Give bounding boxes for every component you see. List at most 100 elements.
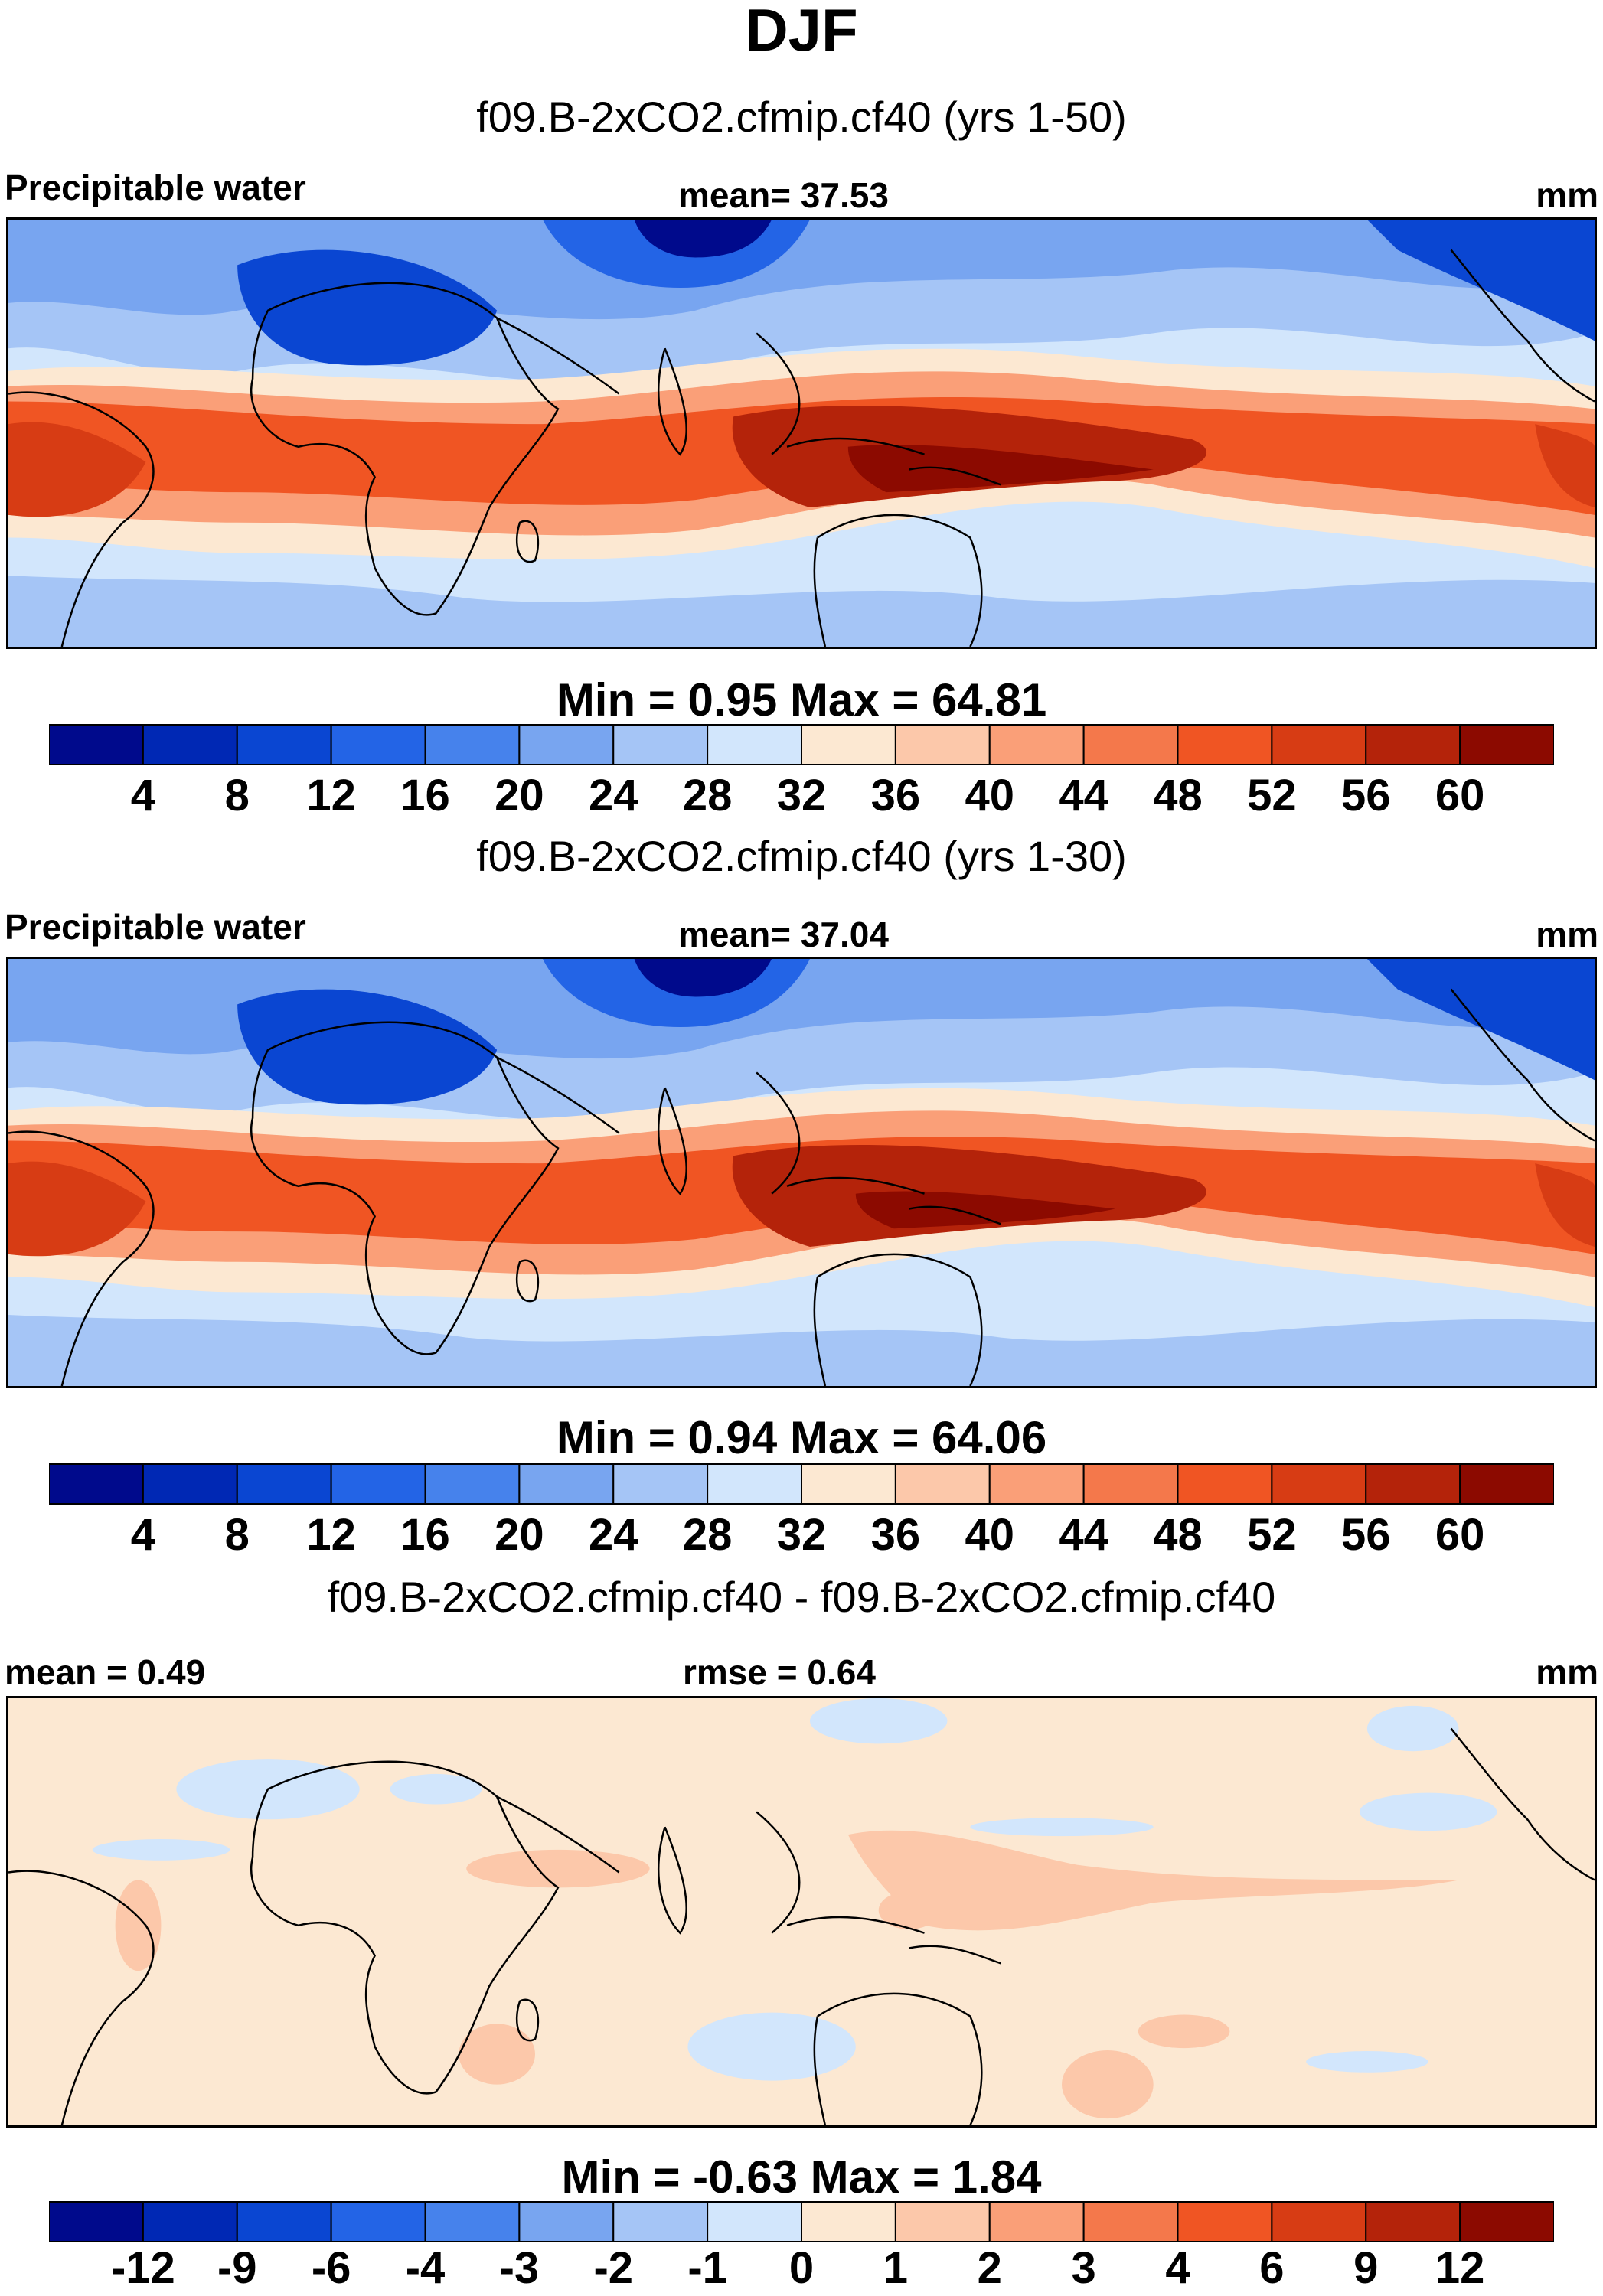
colorbar-box xyxy=(707,1463,803,1505)
colorbar-box xyxy=(707,724,803,765)
colorbar-tick-label: -9 xyxy=(217,2243,257,2293)
dry-core-namerica xyxy=(1366,959,1595,1081)
dry-band-south xyxy=(8,1315,1595,1386)
colorbar-tick-label: 60 xyxy=(1435,771,1485,820)
colorbar-tick-label: -3 xyxy=(499,2243,540,2293)
colorbar-tick-label: 3 xyxy=(1071,2243,1096,2293)
dry-core-asia-inner xyxy=(634,959,772,997)
namerica-coast xyxy=(1450,249,1595,403)
colorbar-tick-label: 48 xyxy=(1153,771,1203,820)
colorbar-box xyxy=(330,724,426,765)
panel2-subtitle: f09.B-2xCO2.cfmip.cf40 (yrs 1-30) xyxy=(476,832,1127,880)
moist-max-pacific xyxy=(847,445,1154,493)
panel2-field-label: Precipitable water xyxy=(5,907,306,947)
panel2-colorbar xyxy=(49,1463,1554,1505)
moist-core-samerica xyxy=(8,422,146,517)
colorbar-tick-label: 4 xyxy=(130,1510,156,1560)
colorbar-box xyxy=(330,1463,426,1505)
colorbar-box xyxy=(518,724,615,765)
colorbar-tick-label: 28 xyxy=(682,771,733,820)
panel1-colorbar xyxy=(49,724,1554,765)
colorbar-box xyxy=(49,1463,144,1505)
panel3-map xyxy=(6,1696,1597,2128)
colorbar-tick-label: 6 xyxy=(1259,2243,1285,2293)
australia-coast xyxy=(813,1992,983,2125)
panel1-mean-label: mean= 37.53 xyxy=(678,175,889,215)
colorbar-box xyxy=(49,2201,144,2242)
arabia-coast xyxy=(496,1795,620,1874)
colorbar-tick-label: 60 xyxy=(1435,1510,1485,1560)
positive-anomaly-patches xyxy=(115,1830,1459,2119)
colorbar-tick-label: 44 xyxy=(1059,1510,1108,1560)
dry-core-asia-inner xyxy=(634,220,772,258)
colorbar-tick-label: 12 xyxy=(306,771,356,820)
colorbar-box xyxy=(1082,724,1179,765)
namerica-coast xyxy=(1450,1727,1595,1881)
india-coast xyxy=(658,1087,687,1195)
australia-coast xyxy=(813,514,983,647)
namerica-coast xyxy=(1450,988,1595,1142)
colorbar-box xyxy=(1082,1463,1179,1505)
panel3-rmse-label: rmse = 0.64 xyxy=(683,1652,876,1692)
coastlines xyxy=(8,1727,1595,2125)
colorbar-tick-label: 44 xyxy=(1059,771,1108,820)
panel1-colorbar-ticks: 4 8 12 16 20 24 28 32 36 40 44 48 52 56 60 xyxy=(49,770,1554,823)
colorbar-tick-label: 32 xyxy=(776,1510,827,1560)
arabia-coast xyxy=(496,1056,620,1134)
colorbar-tick-label: 20 xyxy=(495,1510,544,1560)
africa-coast xyxy=(250,1760,560,2095)
colorbar-box xyxy=(1177,2201,1273,2242)
dry-core-africa xyxy=(237,989,498,1105)
colorbar-box xyxy=(988,724,1085,765)
moist-max-pacific xyxy=(855,1191,1115,1229)
colorbar-box xyxy=(1459,724,1554,765)
colorbar-box xyxy=(142,1463,238,1505)
colorbar-tick-label: 0 xyxy=(788,2243,815,2293)
colorbar-tick-label: 2 xyxy=(977,2243,1002,2293)
colorbar-tick-label: 52 xyxy=(1247,771,1297,820)
colorbar-tick-label: 4 xyxy=(1165,2243,1190,2293)
colorbar-box xyxy=(1271,2201,1367,2242)
panel2-mean-label: mean= 37.04 xyxy=(678,915,889,954)
colorbar-box xyxy=(801,1463,896,1505)
colorbar-tick-label: 12 xyxy=(306,1510,356,1560)
colorbar-box xyxy=(801,724,896,765)
colorbar-box xyxy=(1365,2201,1461,2242)
colorbar-tick-label: 24 xyxy=(588,1510,638,1560)
colorbar-box xyxy=(1365,724,1461,765)
samerica-coast xyxy=(8,1130,155,1386)
colorbar-box xyxy=(612,1463,709,1505)
colorbar-tick-label: 52 xyxy=(1247,1510,1297,1560)
colorbar-box xyxy=(988,2201,1085,2242)
maritime-islands xyxy=(786,1916,1001,1965)
colorbar-tick-label: 9 xyxy=(1353,2243,1379,2293)
dry-band-south xyxy=(8,576,1595,647)
arabia-coast xyxy=(496,317,620,395)
colorbar-box xyxy=(894,1463,991,1505)
colorbar-box xyxy=(142,2201,238,2242)
panel1-map xyxy=(6,217,1597,649)
panel2-colorbar-ticks: 4 8 12 16 20 24 28 32 36 40 44 48 52 56 60 xyxy=(49,1509,1554,1563)
colorbar-box xyxy=(236,724,332,765)
colorbar-box xyxy=(142,724,238,765)
colorbar-tick-label: -4 xyxy=(405,2243,446,2293)
samerica-coast xyxy=(8,391,155,647)
colorbar-box xyxy=(236,1463,332,1505)
colorbar-tick-label: -6 xyxy=(311,2243,351,2293)
india-coast xyxy=(658,1826,687,1935)
colorbar-box xyxy=(49,724,144,765)
colorbar-box xyxy=(518,1463,615,1505)
colorbar-box xyxy=(236,2201,332,2242)
colorbar-tick-label: 36 xyxy=(870,771,921,820)
colorbar-tick-label: 56 xyxy=(1340,1510,1391,1560)
colorbar-tick-label: 20 xyxy=(495,771,544,820)
colorbar-box xyxy=(330,2201,426,2242)
colorbar-box xyxy=(424,1463,521,1505)
negative-anomaly-patches xyxy=(92,1698,1497,2081)
panel3-colorbar xyxy=(49,2201,1554,2242)
panel3-units-label: mm xyxy=(1536,1652,1598,1692)
maritime-islands xyxy=(786,437,1001,486)
colorbar-box xyxy=(612,2201,709,2242)
panel1-units-label: mm xyxy=(1536,175,1598,215)
colorbar-tick-label: 56 xyxy=(1340,771,1391,820)
